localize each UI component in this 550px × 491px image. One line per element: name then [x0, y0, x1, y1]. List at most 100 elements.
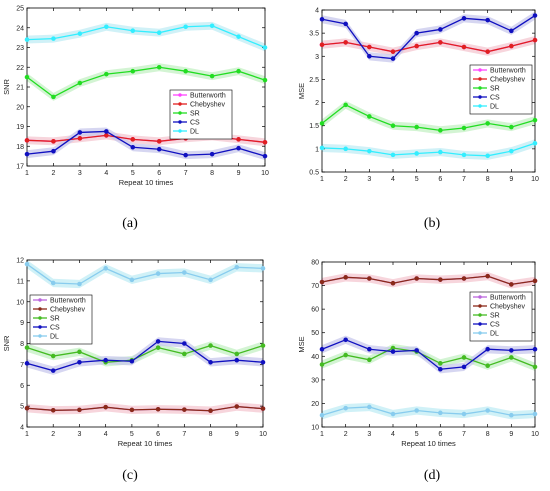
point-chebyshev [182, 407, 187, 412]
point-sr [367, 357, 372, 363]
legend-label-sr: SR [190, 111, 200, 118]
point-cs [532, 13, 538, 18]
series-line-sr [26, 344, 264, 363]
x-tick-label: 2 [344, 431, 348, 438]
band-dl [27, 260, 263, 289]
chart-panel-d: 1 2 3 4 5 6 7 8 9 10 10 20 30 40 50 60 70 80 Repeat 10 tim… [297, 260, 539, 449]
y-tick-label: 50 [311, 330, 319, 337]
point-chebyshev [532, 37, 538, 43]
point-sr [260, 343, 266, 348]
point-chebyshev [51, 139, 56, 144]
x-tick-label: 3 [78, 170, 82, 177]
point-sr [319, 362, 325, 367]
legend-label-chebyshev: Chebyshev [50, 307, 86, 314]
point-sr [208, 343, 213, 348]
point-cs [130, 144, 136, 150]
y-tick-label: 40 [311, 354, 319, 361]
y-tick-label: 23 [16, 45, 24, 52]
legend-label-dl: DL [190, 129, 199, 136]
band-chebyshev [27, 402, 263, 415]
point-cs [104, 129, 109, 134]
point-chebyshev [77, 407, 82, 413]
point-dl [438, 149, 443, 155]
point-chebyshev [485, 49, 490, 54]
x-tick-label: 7 [462, 176, 466, 183]
band-cs [27, 337, 263, 375]
legend-label-sr: SR [50, 316, 60, 323]
y-tick-label: 21 [16, 85, 24, 92]
series-line-sr [26, 66, 266, 98]
y-tick-label: 5 [20, 404, 24, 411]
y-tick-label: 0.5 [309, 170, 319, 177]
point-sr [155, 345, 161, 350]
point-chebyshev [319, 42, 325, 48]
series-line-cs [321, 339, 536, 370]
legend-marker-cs [478, 95, 482, 99]
point-dl [485, 408, 490, 413]
y-tick-label: 18 [16, 144, 24, 151]
y-tick-label: 22 [16, 65, 24, 72]
point-cs [509, 28, 514, 34]
point-cs [236, 145, 241, 151]
point-cs [438, 366, 443, 372]
point-chebyshev [236, 137, 241, 142]
x-tick-label: 5 [415, 431, 419, 438]
point-dl [262, 45, 268, 50]
point-dl [104, 24, 109, 30]
series-line-cs [321, 15, 536, 60]
point-dl [461, 411, 467, 417]
point-dl [209, 23, 215, 29]
legend-marker-chebyshev [38, 307, 42, 311]
point-cs [155, 339, 161, 344]
x-axis-label: Repeat 10 times [119, 178, 174, 187]
chart-panel-b: 1 2 3 4 5 6 7 8 9 100.511.522.533.54MSEButterwort… [297, 8, 539, 184]
legend-label-dl: DL [490, 104, 499, 111]
point-cs [129, 358, 135, 364]
x-tick-label: 7 [462, 431, 466, 438]
y-tick-label: 80 [311, 260, 319, 267]
point-cs [461, 364, 467, 370]
point-dl [156, 30, 162, 35]
point-dl [485, 153, 490, 159]
point-cs [390, 56, 396, 61]
point-dl [343, 405, 348, 411]
x-tick-label: 9 [235, 431, 239, 438]
point-cs [461, 16, 467, 21]
point-sr [343, 102, 348, 108]
point-dl [103, 266, 108, 271]
x-tick-label: 6 [156, 431, 160, 438]
point-cs [485, 346, 490, 352]
point-chebyshev [343, 40, 348, 45]
x-tick-label: 9 [237, 170, 241, 177]
legend-marker-butterworth [478, 295, 482, 299]
point-dl [532, 411, 538, 417]
point-sr [343, 352, 348, 358]
legend-marker-chebyshev [178, 102, 182, 106]
point-cs [367, 346, 372, 352]
caption-c: (c) [122, 468, 138, 483]
y-tick-label: 1.5 [309, 123, 319, 130]
point-sr [182, 351, 187, 357]
point-sr [183, 68, 188, 74]
point-dl [50, 280, 56, 286]
legend-marker-butterworth [178, 93, 182, 97]
band-cs [322, 335, 535, 374]
legend-label-butterworth: Butterworth [50, 298, 86, 305]
x-tick-label: 1 [25, 170, 29, 177]
y-tick-label: 1 [315, 146, 319, 153]
legend-marker-sr [38, 316, 42, 320]
point-chebyshev [129, 407, 135, 413]
point-dl [461, 152, 467, 158]
point-cs [182, 341, 187, 346]
axes-frame [321, 9, 536, 173]
point-chebyshev [461, 44, 467, 50]
point-cs [485, 17, 490, 23]
point-sr [461, 125, 467, 131]
point-dl [129, 277, 135, 283]
point-dl [130, 28, 136, 34]
y-tick-label: 2.5 [309, 77, 319, 84]
point-cs [414, 348, 419, 353]
point-dl [234, 265, 240, 270]
series-line-chebyshev [321, 39, 536, 53]
point-chebyshev [509, 282, 514, 287]
